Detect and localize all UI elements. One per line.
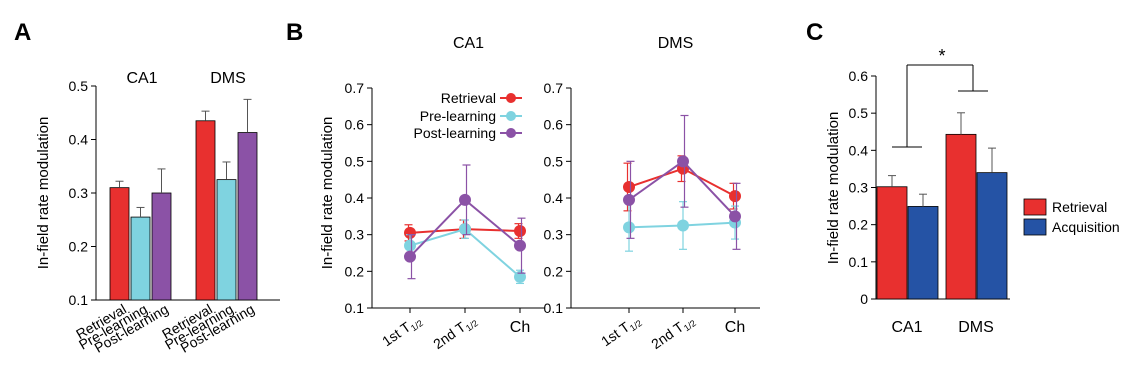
panel-b-point [677, 219, 689, 232]
panel-b-point [729, 190, 741, 203]
panel-c-significance-marker: * [938, 46, 945, 66]
panel-b-category-subscript: 1/2 [628, 318, 644, 333]
panel-b-point [514, 270, 526, 283]
panel-b-category-subscript: 1/2 [682, 318, 698, 333]
panel-b-legend-label: Pre-learning [420, 108, 496, 124]
panel-c-legend-label: Retrieval [1052, 199, 1107, 215]
panel-c-bar [876, 186, 908, 300]
panel-a-bar [130, 216, 151, 301]
panel-c-y-axis-tick-label: 0.1 [849, 254, 869, 270]
panel-c-y-axis-tick-label: 0.2 [849, 217, 869, 233]
panel-b-category-label: Ch [510, 319, 530, 336]
panel-b-legend-marker [506, 111, 516, 121]
panel-b-1-y-axis-tick-label: 0.1 [345, 300, 365, 316]
panel-a-group-label: DMS [210, 70, 246, 87]
panel-b-point [514, 225, 526, 237]
panel-b-2-y-axis-tick-label: 0.4 [544, 190, 564, 206]
panel-b-legend-marker [506, 128, 516, 138]
panel-b-2-y-axis-tick-label: 0.7 [544, 80, 564, 96]
panel-c-bar [907, 206, 939, 300]
panel-c-category-label: CA1 [891, 319, 922, 336]
panel-a-y-axis-tick-label: 0.1 [69, 292, 89, 308]
panel-b-point [623, 193, 635, 206]
panel-b-point [404, 250, 416, 263]
panel-b-point [404, 239, 416, 252]
panel-c-legend-swatch [1023, 198, 1047, 216]
panel-c-bar [945, 133, 977, 300]
panel-b-1-y-axis-tick-label: 0.5 [345, 153, 365, 169]
panel-b-2-y-axis-tick-label: 0.5 [544, 153, 564, 169]
panel-a-group-label: CA1 [126, 70, 157, 87]
panel-b-category-label: 1st T1/2 [598, 311, 644, 351]
panel-a-y-axis-label: In-field rate modulation [35, 117, 52, 270]
panel-label-c: C [806, 19, 823, 46]
panel-c-category-label: DMS [958, 319, 994, 336]
panel-label-a: A [14, 19, 31, 46]
panel-b-1-y-axis-tick-label: 0.3 [345, 227, 365, 243]
panel-a-bar [216, 179, 237, 301]
panel-b-2-y-axis-tick-label: 0.3 [544, 227, 564, 243]
panel-b-point [459, 193, 471, 206]
panel-b-category-subscript: 1/2 [409, 318, 425, 333]
panel-a-y-axis-tick-label: 0.5 [69, 78, 89, 94]
panel-b-category-label: 2nd T1/2 [648, 311, 698, 353]
panel-b-legend-marker [506, 93, 516, 103]
panel-b-subplot-title: DMS [658, 35, 694, 52]
panel-c-y-axis-tick-label: 0 [860, 291, 868, 307]
panel-c-legend-label: Acquisition [1052, 219, 1120, 235]
panel-a-bar [195, 120, 216, 301]
panel-b-category-subscript: 1/2 [464, 318, 480, 333]
panel-a-y-axis-tick-label: 0.2 [69, 239, 89, 255]
panel-b-y-axis-label: In-field rate modulation [319, 117, 336, 270]
panel-b-1-y-axis-tick-label: 0.7 [345, 80, 365, 96]
panel-a-bar [237, 132, 258, 301]
panel-a-bar [109, 187, 130, 301]
panel-c-y-axis-tick-label: 0.3 [849, 180, 869, 196]
panel-c-bar [976, 172, 1008, 300]
panel-a-y-axis-tick-label: 0.3 [69, 185, 89, 201]
panel-c-y-axis-tick-label: 0.5 [849, 105, 869, 121]
panel-b-2-y-axis-tick-label: 0.2 [544, 263, 564, 279]
panel-c-y-axis-tick-label: 0.6 [849, 68, 869, 84]
panel-c-legend-swatch [1023, 218, 1047, 236]
panel-b-2-y-axis-tick-label: 0.1 [544, 300, 564, 316]
panel-b-point [459, 223, 471, 236]
panel-c-y-axis-tick-label: 0.4 [849, 142, 869, 158]
panel-b-category-label: Ch [725, 319, 745, 336]
panel-c-y-axis-label: In-field rate modulation [825, 112, 842, 265]
panel-label-b: B [286, 19, 303, 46]
panel-b-subplot-title: CA1 [453, 35, 484, 52]
panel-b-category-label: 1st T1/2 [379, 311, 425, 351]
panel-b-point [623, 181, 635, 193]
panel-b-category-label: 2nd T1/2 [430, 311, 480, 353]
panel-b-point [404, 226, 416, 239]
panel-a-bar [151, 192, 172, 301]
panel-b-point [623, 221, 635, 234]
panel-b-legend-label: Retrieval [441, 90, 496, 106]
panel-b-1-y-axis-tick-label: 0.4 [345, 190, 365, 206]
panel-b-1-y-axis-tick-label: 0.6 [345, 117, 365, 133]
panel-b-legend-label: Post-learning [414, 125, 497, 141]
panel-a-y-axis-tick-label: 0.4 [69, 132, 89, 148]
panel-b-1-y-axis-tick-label: 0.2 [345, 263, 365, 279]
panel-b-2-y-axis-tick-label: 0.6 [544, 117, 564, 133]
panel-b-point [729, 210, 741, 223]
panel-b-point [677, 155, 689, 168]
panel-b-point [514, 239, 526, 252]
